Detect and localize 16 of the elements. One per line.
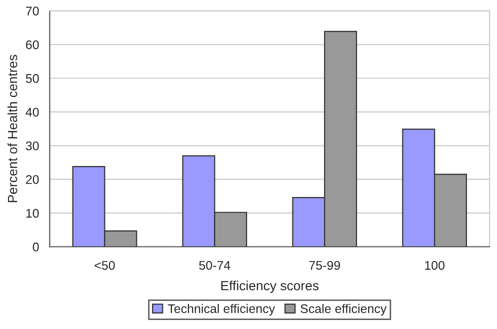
y-tick-label: 10 bbox=[26, 208, 39, 218]
y-tick-label: 20 bbox=[26, 175, 39, 184]
y-tick-label: 0 bbox=[32, 242, 39, 252]
x-tick-label: 50-74 bbox=[199, 260, 230, 270]
y-tick-label: 40 bbox=[26, 108, 39, 117]
x-axis-title: Efficiency scores bbox=[221, 280, 319, 293]
y-tick-label: 50 bbox=[26, 74, 39, 83]
y-axis-title: Percent of Health centres bbox=[8, 54, 18, 202]
x-tick-label: 100 bbox=[425, 260, 445, 270]
x-tick-label: 75-99 bbox=[309, 260, 340, 270]
legend-label: Technical efficiency bbox=[168, 304, 276, 316]
y-tick-label: 60 bbox=[26, 40, 39, 50]
y-tick-label: 30 bbox=[26, 141, 39, 150]
y-tick-label: 70 bbox=[26, 6, 39, 16]
x-tick-label: <50 bbox=[94, 260, 115, 270]
legend-label: Scale efficiency bbox=[300, 304, 387, 316]
